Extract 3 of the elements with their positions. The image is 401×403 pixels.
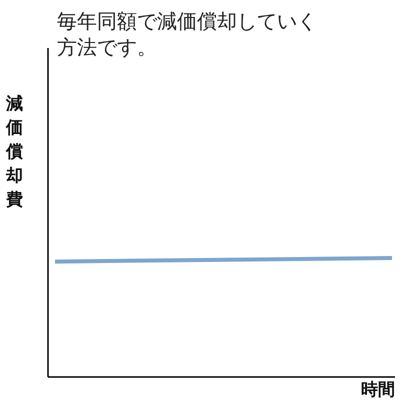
y-axis-title: 減価償却費 <box>6 93 24 212</box>
chart-title: 毎年同額で減価償却していく方法です。 <box>57 8 318 60</box>
x-axis-title: 時間 <box>361 379 395 401</box>
